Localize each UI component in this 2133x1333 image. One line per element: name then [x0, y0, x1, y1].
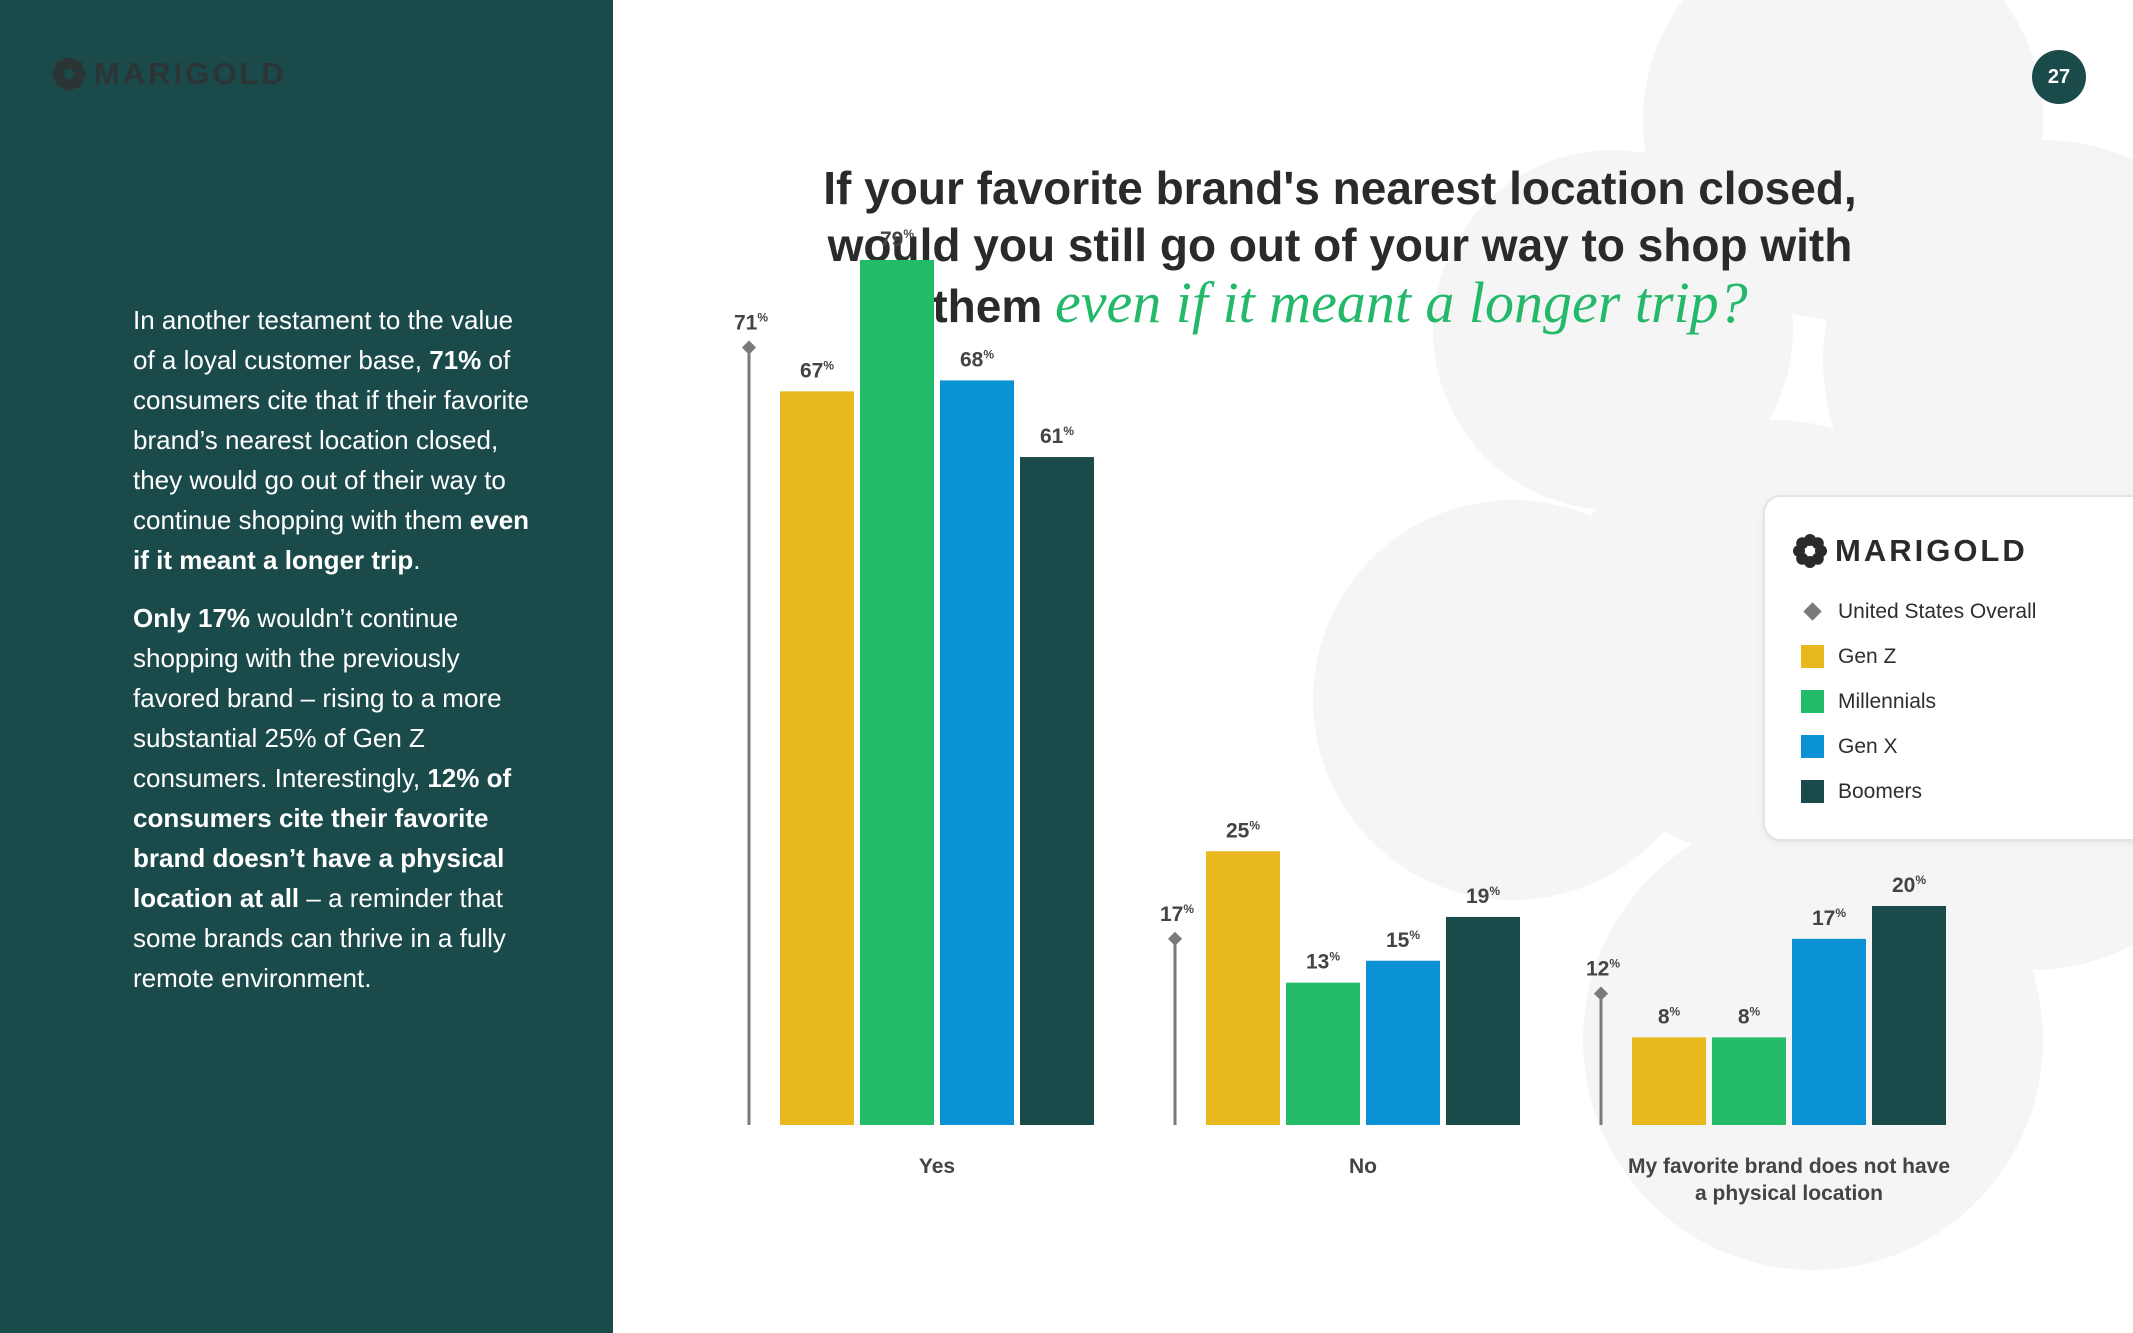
diamond-icon — [1803, 602, 1822, 621]
p2-run: wouldn’t continue shopping with the prev… — [133, 603, 502, 793]
paragraph-2: Only 17% wouldn’t continue shopping with… — [133, 598, 533, 998]
chart-title: If your favorite brand's nearest locatio… — [760, 160, 1920, 335]
paragraph-1: In another testament to the value of a l… — [133, 300, 533, 580]
bar-millennials — [860, 259, 934, 1125]
bar-value-label: 8% — [1658, 1004, 1681, 1028]
bar-gen-z — [1632, 1037, 1706, 1125]
bar-gen-x — [1366, 960, 1440, 1125]
bar-value-label: 61% — [1040, 424, 1074, 448]
bar-boomers — [1872, 906, 1946, 1125]
title-line-3: them even if it meant a longer trip? — [760, 274, 1920, 335]
p2-run: – a reminder that some brands can thrive… — [133, 883, 506, 993]
legend-item-gen-z: Gen Z — [1801, 634, 2036, 679]
brand-logo: MARIGOLD — [52, 56, 287, 92]
bar-millennials — [1712, 1037, 1786, 1125]
legend-brand-name: MARIGOLD — [1835, 533, 2028, 568]
bar-value-label: 79% — [880, 227, 914, 251]
title-line-2: would you still go out of your way to sh… — [827, 219, 1853, 271]
legend-label-overall: United States Overall — [1838, 599, 2037, 623]
bar-value-label: 68% — [960, 347, 994, 371]
overall-diamond-marker — [741, 340, 757, 355]
overall-diamond-marker — [1593, 986, 1609, 1001]
bar-gen-x — [1792, 938, 1866, 1125]
p1-run: even if it meant a longer trip — [133, 505, 530, 575]
legend-label-gen-z: Gen Z — [1838, 644, 1897, 668]
p1-run: In another testament to the value of a l… — [133, 305, 514, 375]
bar-value-label: 67% — [800, 358, 834, 382]
legend-swatch-millennials — [1801, 690, 1824, 713]
legend-label-millennials: Millennials — [1838, 689, 1937, 713]
legend-item-gen-x: Gen X — [1801, 724, 2036, 769]
bar-value-label: 15% — [1386, 928, 1420, 952]
overall-value-label: 17% — [1160, 902, 1194, 926]
legend-swatch-boomers — [1801, 780, 1824, 803]
bar-boomers — [1020, 457, 1094, 1125]
page-number: 27 — [2032, 50, 2086, 104]
bar-value-label: 17% — [1812, 906, 1846, 930]
bar-value-label: 25% — [1226, 818, 1260, 842]
body-copy: In another testament to the value of a l… — [133, 300, 533, 1016]
p2-run: 12% of consumers cite their favorite bra… — [133, 763, 512, 913]
legend-item-boomers: Boomers — [1801, 769, 2036, 814]
bar-value-label: 20% — [1892, 873, 1926, 897]
overall-diamond-marker — [1167, 931, 1183, 946]
legend-items: United States Overall Gen Z Millennials … — [1801, 589, 2036, 814]
legend-swatch-gen-x — [1801, 735, 1824, 758]
legend-label-boomers: Boomers — [1838, 779, 1923, 803]
p1-run: . — [413, 545, 421, 575]
bar-boomers — [1446, 916, 1520, 1125]
bar-gen-x — [940, 380, 1014, 1125]
overall-value-label: 12% — [1586, 957, 1620, 981]
legend-brand-logo: MARIGOLD — [1793, 533, 2028, 569]
title-accent: even if it meant a longer trip? — [1055, 270, 1748, 335]
category-label: My favorite brand does not have — [1628, 1155, 1950, 1178]
bar-value-label: 19% — [1466, 884, 1500, 908]
bar-millennials — [1286, 982, 1360, 1125]
bar-value-label: 8% — [1738, 1004, 1761, 1028]
legend-swatch-gen-z — [1801, 645, 1824, 668]
p1-run: 71% — [429, 345, 482, 375]
left-panel: MARIGOLD In another testament to the val… — [0, 0, 613, 1333]
overall-value-label: 71% — [734, 311, 768, 335]
flower-icon — [1793, 534, 1827, 568]
title-line-1: If your favorite brand's nearest locatio… — [823, 162, 1857, 214]
category-label: Yes — [919, 1155, 955, 1178]
p1-run: of consumers cite that if their favorite… — [133, 345, 529, 535]
legend: MARIGOLD United States Overall Gen Z Mil… — [1763, 495, 2133, 841]
p2-run: Only 17% — [133, 603, 251, 633]
bar-gen-z — [1206, 851, 1280, 1125]
flower-icon — [52, 57, 86, 91]
category-label: a physical location — [1695, 1182, 1883, 1205]
bar-value-label: 13% — [1306, 950, 1340, 974]
category-label: No — [1349, 1155, 1377, 1178]
title-line-3-plain: them — [932, 280, 1055, 332]
legend-item-overall: United States Overall — [1801, 589, 2036, 634]
brand-name: MARIGOLD — [94, 56, 287, 91]
bar-gen-z — [780, 391, 854, 1126]
legend-item-millennials: Millennials — [1801, 679, 2036, 724]
legend-label-gen-x: Gen X — [1838, 734, 1898, 758]
